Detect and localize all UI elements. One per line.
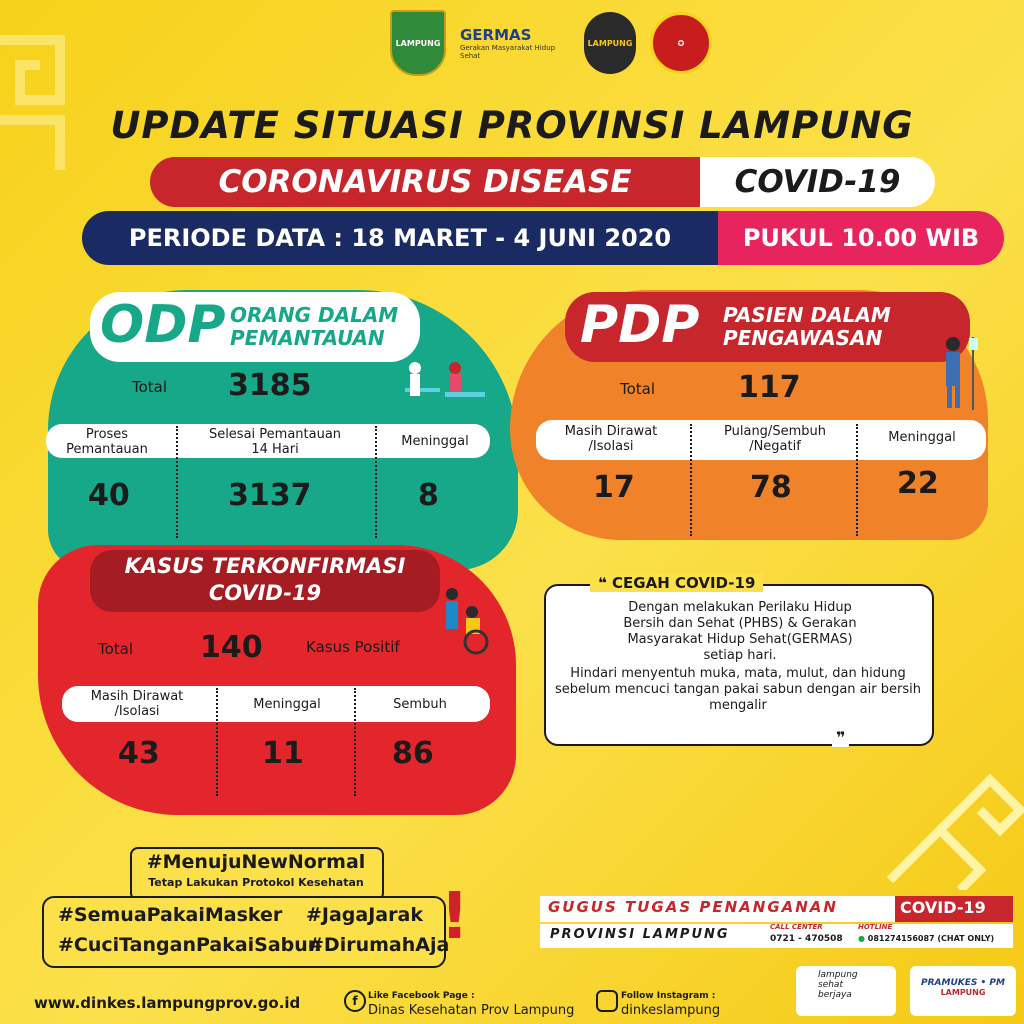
protocol-subtitle: Tetap Lakukan Protokol Kesehatan <box>148 876 364 889</box>
pdp-col1-header: Masih Dirawat/Isolasi <box>564 424 658 454</box>
gugus-banner-left <box>540 896 895 922</box>
kasus-header-bar <box>62 686 490 722</box>
odp-tag <box>90 292 420 362</box>
lampung-emblem-logo: LAMPUNG <box>390 10 446 76</box>
kasus-positif-label: Kasus Positif <box>306 638 400 656</box>
cegah-paragraph-1: Dengan melakukan Perilaku Hidup Bersih d… <box>623 600 857 663</box>
odp-value-2: 3137 <box>228 478 312 513</box>
hashtag-dirumah-aja: #DirumahAja <box>308 934 450 956</box>
germas-logo: GERMAS Gerakan Masyarakat Hidup Sehat <box>460 12 570 74</box>
open-quote-icon: ❝ <box>598 574 607 592</box>
hotline-label: HOTLINE <box>858 923 893 931</box>
periode-banner: PERIODE DATA : 18 MARET - 4 JUNI 2020 <box>82 211 718 265</box>
pdp-full-name: PASIEN DALAM PENGAWASAN <box>723 303 891 350</box>
exclamation-icon: ! <box>440 880 470 954</box>
facebook-icon: f <box>344 990 366 1012</box>
kasus-title: KASUS TERKONFIRMASI COVID-19 <box>124 554 406 605</box>
odp-total-label: Total <box>132 378 168 396</box>
pdp-total-label: Total <box>620 380 656 398</box>
pukul-banner: PUKUL 10.00 WIB <box>718 211 1004 265</box>
covid-banner: COVID-19 <box>700 157 935 207</box>
kasus-value-1: 43 <box>118 736 160 771</box>
page-title: UPDATE SITUASI PROVINSI LAMPUNG <box>110 104 914 147</box>
instagram-handle: dinkeslampung <box>621 1003 721 1018</box>
hashtag-jaga-jarak: #JagaJarak <box>306 904 423 926</box>
website-link[interactable]: www.dinkes.lampungprov.go.id <box>34 994 301 1012</box>
pdp-col2-header: Pulang/Sembuh/Negatif <box>724 424 826 454</box>
instagram-block[interactable]: Follow Instagram : dinkeslampung <box>621 986 720 1018</box>
pdp-col3-header: Meninggal <box>888 430 956 445</box>
odp-col2-header: Selesai Pemantauan 14 Hari <box>208 427 342 457</box>
patient-iv-illustration <box>946 337 978 410</box>
lampung-sehat-badge: lampung sehat berjaya <box>796 966 896 1016</box>
pdp-tag <box>565 292 970 362</box>
pdp-value-3: 22 <box>897 466 939 501</box>
odp-total-value: 3185 <box>228 368 312 403</box>
call-center-number: 0721 - 470508 <box>770 934 843 944</box>
odp-full-name: ORANG DALAM PEMANTAUAN <box>230 303 399 350</box>
hashtag-masker: #SemuaPakaiMasker <box>58 904 283 926</box>
whatsapp-icon: ● <box>858 934 865 943</box>
germas-logo-subtext: Gerakan Masyarakat Hidup Sehat <box>460 44 556 60</box>
odp-abbr: ODP <box>100 295 226 355</box>
facebook-page: Dinas Kesehatan Prov Lampung <box>368 1003 575 1018</box>
kasus-col1-header: Masih Dirawat/Isolasi <box>90 689 184 719</box>
odp-header-bar <box>46 424 490 458</box>
disease-banner: CORONAVIRUS DISEASE <box>150 157 700 207</box>
kasus-total-label: Total <box>98 640 134 658</box>
facebook-label: Like Facebook Page : <box>368 991 475 1001</box>
kasus-divider-2 <box>354 688 356 796</box>
kasus-value-2: 11 <box>262 736 304 771</box>
doctor-patient-illustration <box>405 362 485 397</box>
odp-value-1: 40 <box>88 478 130 513</box>
close-quote-icon: ❞ <box>832 728 850 747</box>
instagram-label: Follow Instagram : <box>621 991 716 1001</box>
odp-value-3: 8 <box>418 478 439 513</box>
decorative-pattern-topleft <box>0 35 65 170</box>
decorative-pattern-bottomright <box>886 773 1024 890</box>
gugus-title: GUGUS TUGAS PENANGANAN <box>548 898 838 916</box>
odp-col3-header: Meninggal <box>401 434 469 449</box>
pdp-total-value: 117 <box>738 370 801 405</box>
pdp-value-1: 17 <box>593 470 635 505</box>
gugus-subbar <box>540 924 1013 948</box>
hashtag-cuci-tangan: #CuciTanganPakaiSabun <box>58 934 322 956</box>
cegah-box <box>544 584 934 746</box>
tni-logo: ✪ <box>650 12 712 74</box>
germas-logo-text: GERMAS <box>460 26 532 44</box>
pdp-divider-2 <box>856 424 858 536</box>
call-center-label: CALL CENTER <box>770 923 823 931</box>
new-normal-box <box>130 847 384 901</box>
kasus-col2-header: Meninggal <box>253 697 321 712</box>
odp-col1-header: Proses Pemantauan <box>66 427 148 457</box>
wheelchair-illustration <box>446 588 489 655</box>
kasus-total-value: 140 <box>200 630 263 665</box>
pdp-abbr: PDP <box>580 295 700 355</box>
odp-divider-2 <box>375 426 377 538</box>
pramukes-badge: PRAMUKES • PM LAMPUNG <box>910 966 1016 1016</box>
kasus-col3-header: Sembuh <box>393 697 447 712</box>
pdp-value-2: 78 <box>750 470 792 505</box>
kasus-value-3: 86 <box>392 736 434 771</box>
facebook-block[interactable]: Like Facebook Page : Dinas Kesehatan Pro… <box>368 986 574 1018</box>
instagram-icon <box>596 990 618 1012</box>
cegah-title: ❝ CEGAH COVID-19 <box>590 574 764 592</box>
odp-divider-1 <box>176 426 178 538</box>
hotline-number: ● 081274156087 (CHAT ONLY) <box>858 934 995 943</box>
kasus-divider-1 <box>216 688 218 796</box>
hashtags-box <box>42 896 446 968</box>
polda-lampung-logo: LAMPUNG <box>584 12 636 74</box>
cegah-paragraph-2: Hindari menyentuh muka, mata, mulut, dan… <box>555 666 921 713</box>
hashtag-new-normal: #MenujuNewNormal <box>146 851 366 873</box>
gugus-covid: COVID-19 <box>900 898 986 917</box>
pdp-divider-1 <box>690 424 692 536</box>
gugus-province: PROVINSI LAMPUNG <box>550 927 730 942</box>
logo-row: LAMPUNG GERMAS Gerakan Masyarakat Hidup … <box>390 10 712 76</box>
kasus-tag <box>90 550 440 612</box>
gugus-banner-right <box>895 896 1013 922</box>
pdp-header-bar <box>536 420 986 460</box>
